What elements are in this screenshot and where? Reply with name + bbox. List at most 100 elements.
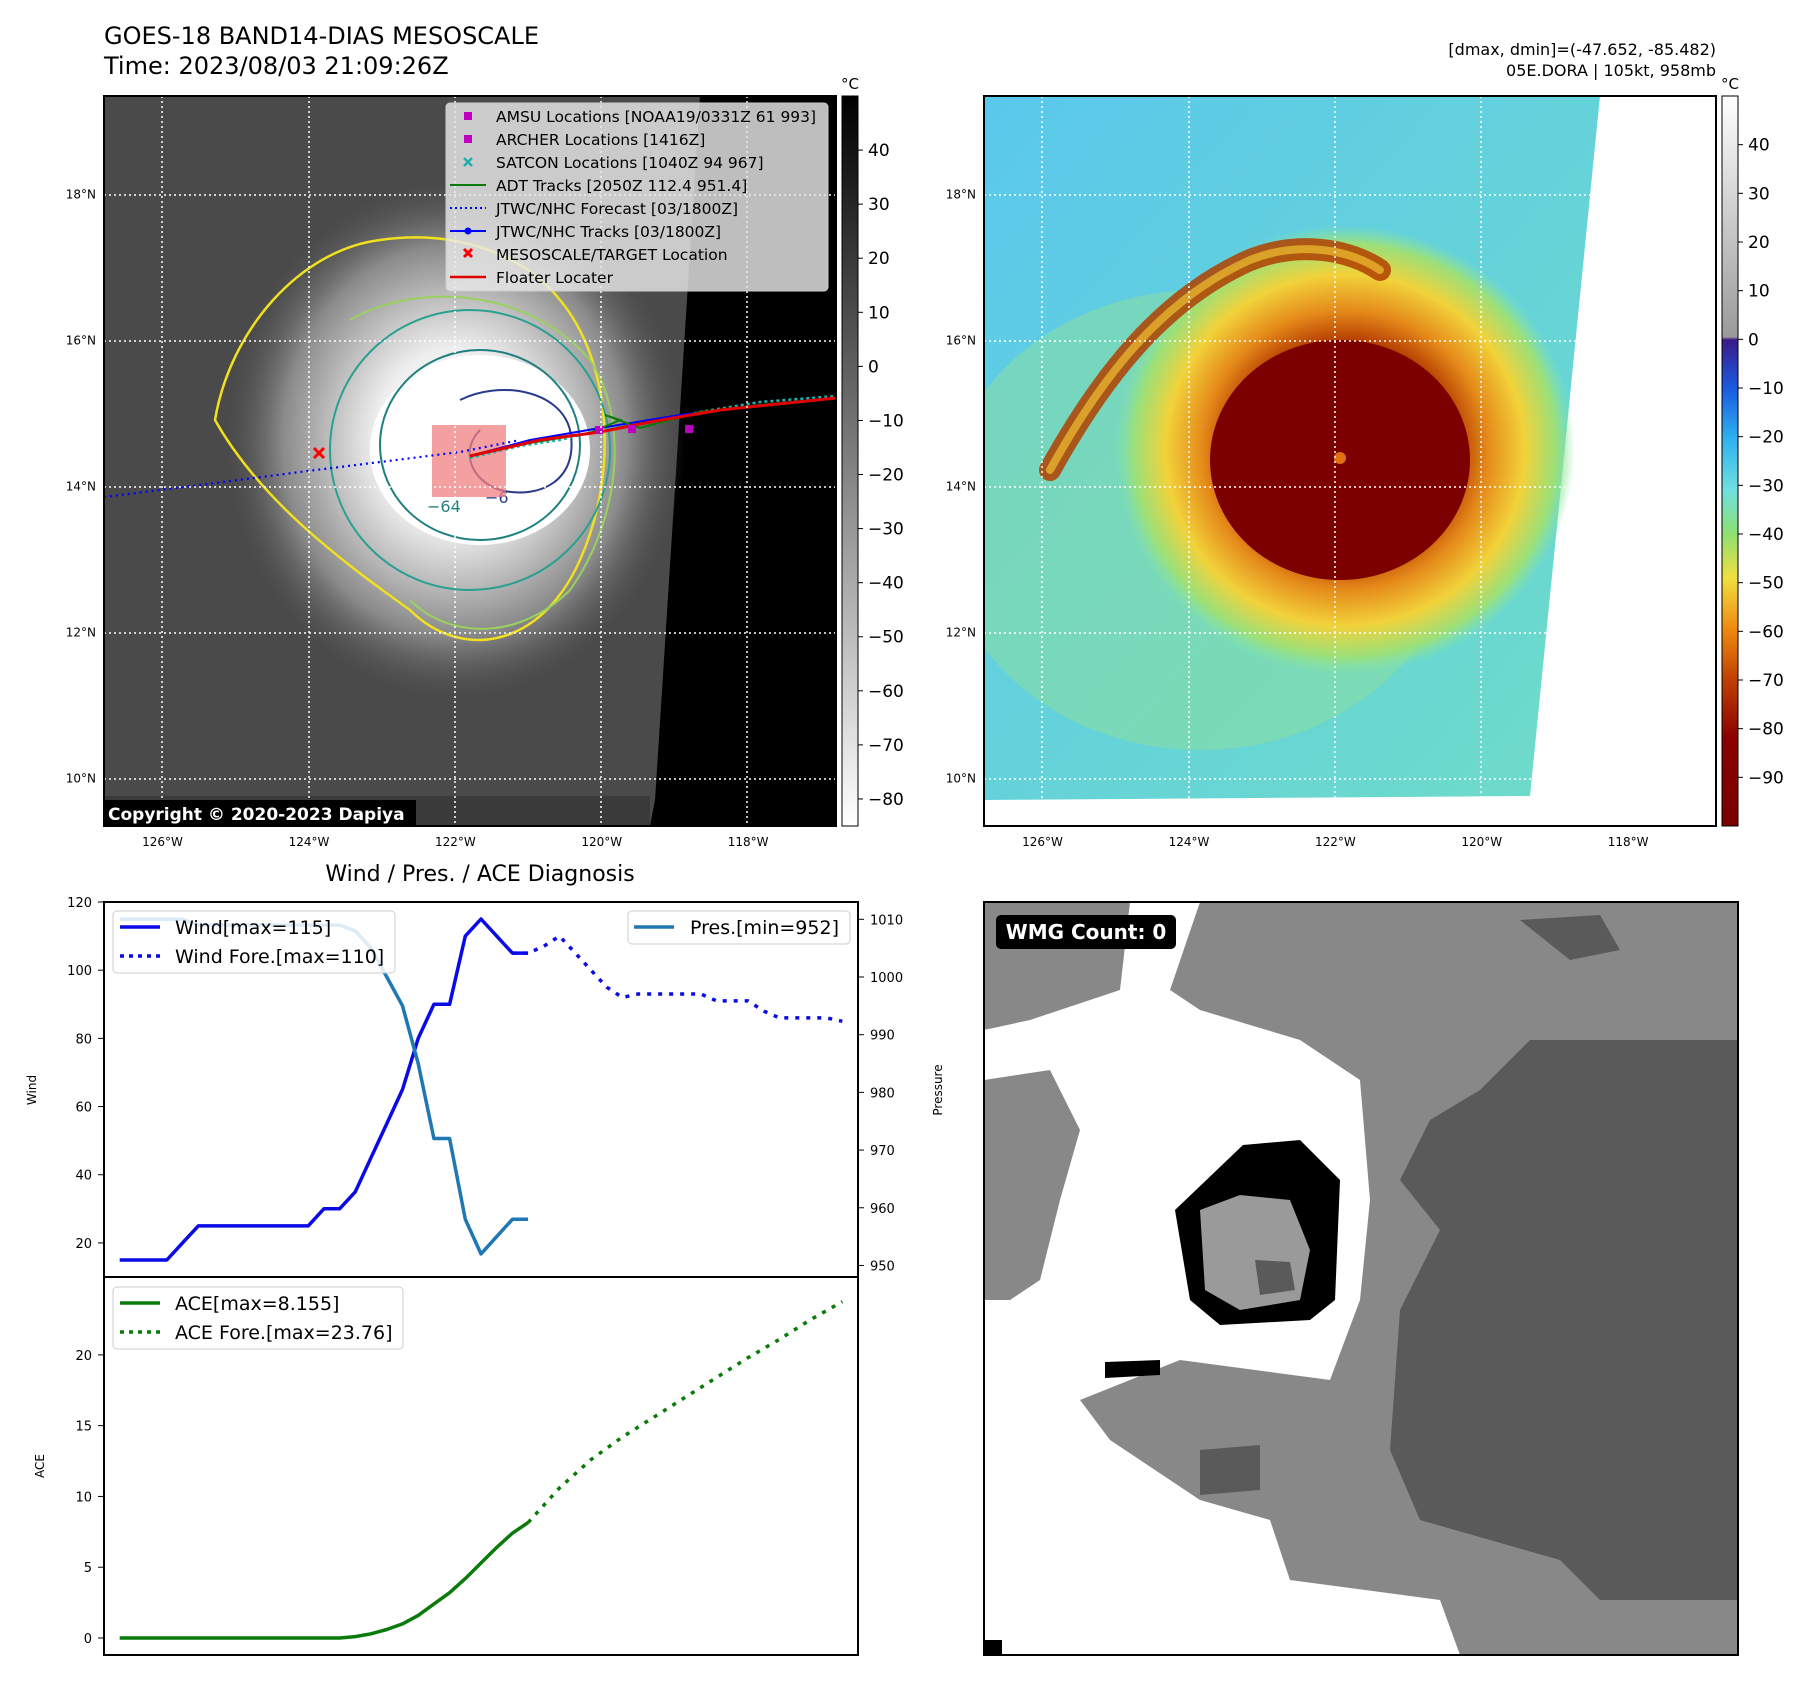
legend-item: Floater Locater bbox=[496, 269, 614, 287]
lat-tick-label: 10°N bbox=[66, 772, 96, 786]
ace-ytick-label: 10 bbox=[75, 1490, 92, 1505]
colorbar-tick-label: 30 bbox=[1748, 184, 1770, 204]
colorbar-tick-label: −50 bbox=[1748, 574, 1784, 594]
colorbar-tick-label: −20 bbox=[868, 466, 904, 486]
contour-label: −64 bbox=[427, 497, 461, 516]
ir-color-map bbox=[984, 96, 1716, 826]
copyright-text: Copyright © 2020-2023 Dapiya bbox=[108, 805, 405, 825]
gray-colorbar-ticks: 40 30 20 10 0 −10 −20 −30 −40 −50 −60 −70 −80 bbox=[858, 141, 904, 810]
legend-wind-fore: Wind Fore.[max=110] bbox=[175, 946, 384, 968]
archer-marker bbox=[685, 425, 693, 433]
legend-ace: ACE[max=8.155] bbox=[175, 1293, 339, 1315]
wind-forecast-line bbox=[512, 934, 843, 1024]
color-colorbar bbox=[1721, 95, 1739, 827]
figure-time: Time: 2023/08/03 21:09:26Z bbox=[103, 52, 449, 80]
colorbar-tick-label: −60 bbox=[1748, 622, 1784, 642]
pressure-ytick-label: 950 bbox=[870, 1259, 895, 1274]
ace-line bbox=[119, 1521, 530, 1640]
legend-pressure: Pres.[min=952] bbox=[690, 917, 839, 939]
lon-tick-label: 118°W bbox=[728, 835, 769, 849]
colorbar-tick-label: −10 bbox=[1748, 379, 1784, 399]
gridlines-right bbox=[984, 96, 1716, 826]
dmax-dmin-label: [dmax, dmin]=(-47.652, -85.482) bbox=[1448, 40, 1716, 59]
wmg-panel bbox=[984, 902, 1738, 1655]
ace-ytick-label: 5 bbox=[84, 1561, 92, 1576]
colorbar-tick-label: −30 bbox=[868, 520, 904, 540]
ace-ytick-label: 20 bbox=[75, 1349, 92, 1364]
wind-ytick-label: 40 bbox=[75, 1169, 92, 1184]
wind-ytick-label: 120 bbox=[67, 896, 92, 911]
legend-item: JTWC/NHC Tracks [03/1800Z] bbox=[495, 223, 721, 241]
diagnosis-title: Wind / Pres. / ACE Diagnosis bbox=[325, 862, 634, 887]
target-x-marker bbox=[312, 446, 326, 460]
ace-ytick-label: 0 bbox=[84, 1632, 92, 1647]
colorbar-tick-label: −80 bbox=[1748, 720, 1784, 740]
pressure-ytick-label: 960 bbox=[870, 1202, 895, 1217]
colorbar-tick-label: 0 bbox=[868, 357, 879, 377]
wind-ytick-label: 100 bbox=[67, 964, 92, 979]
legend-target-x-icon bbox=[462, 247, 474, 259]
lat-tick-label: 12°N bbox=[66, 626, 96, 640]
colorbar-tick-label: −20 bbox=[1748, 428, 1784, 448]
legend-archer-square-icon bbox=[464, 135, 472, 143]
legend-item: ARCHER Locations [1416Z] bbox=[496, 131, 705, 149]
colorbar-tick-label: 40 bbox=[1748, 136, 1770, 156]
lat-tick-label: 16°N bbox=[66, 334, 96, 348]
wind-axis-label: Wind bbox=[25, 1075, 39, 1105]
lon-tick-label: 120°W bbox=[1461, 835, 1502, 849]
colorbar-tick-label: 10 bbox=[868, 303, 890, 323]
map-legend: AMSU Locations [NOAA19/0331Z 61 993] ARC… bbox=[445, 102, 829, 292]
pressure-ytick-label: 1010 bbox=[870, 913, 903, 928]
lon-tick-label: 124°W bbox=[1169, 835, 1210, 849]
pressure-ytick-label: 990 bbox=[870, 1029, 895, 1044]
gray-colorbar bbox=[841, 95, 859, 827]
colorbar-tick-label: −80 bbox=[868, 790, 904, 810]
lat-tick-label: 14°N bbox=[66, 480, 96, 494]
legend-item: SATCON Locations [1040Z 94 967] bbox=[496, 154, 764, 172]
legend-wind: Wind[max=115] bbox=[175, 917, 331, 939]
gray-colorbar-unit: °C bbox=[841, 75, 859, 93]
legend-item: AMSU Locations [NOAA19/0331Z 61 993] bbox=[496, 108, 816, 126]
legend-amsu-square-icon bbox=[464, 112, 472, 120]
right-map-ticks: 126°W 124°W 122°W 120°W 118°W 18°N 16°N 14°N 12°… bbox=[946, 188, 1649, 849]
colorbar-tick-label: −30 bbox=[1748, 476, 1784, 496]
wind-pressure-series: 20 40 60 80 100 120 950 960 970 980 990 1000 1010 bbox=[67, 896, 903, 1274]
wind-line bbox=[119, 917, 529, 1262]
pressure-ytick-label: 970 bbox=[870, 1144, 895, 1159]
wind-legend: Wind[max=115] Wind Fore.[max=110] bbox=[112, 910, 396, 974]
pressure-ytick-label: 1000 bbox=[870, 971, 903, 986]
ace-legend: ACE[max=8.155] ACE Fore.[max=23.76] bbox=[112, 1286, 404, 1350]
colorbar-tick-label: −90 bbox=[1748, 768, 1784, 788]
colorbar-tick-label: −50 bbox=[868, 628, 904, 648]
lon-tick-label: 120°W bbox=[581, 835, 622, 849]
ace-ytick-label: 15 bbox=[75, 1420, 92, 1435]
lon-tick-label: 122°W bbox=[435, 835, 476, 849]
legend-item: ADT Tracks [2050Z 112.4 951.4] bbox=[496, 177, 747, 195]
archer-marker bbox=[628, 425, 636, 433]
legend-item: MESOSCALE/TARGET Location bbox=[496, 246, 728, 264]
figure-title: GOES-18 BAND14-DIAS MESOSCALE bbox=[104, 22, 539, 50]
left-map-frame bbox=[103, 95, 837, 827]
color-colorbar-ticks: 40 30 20 10 0 −10 −20 −30 −40 −50 −60 −70 −80 −90 bbox=[1738, 136, 1784, 788]
lon-tick-label: 126°W bbox=[142, 835, 183, 849]
lon-tick-label: 122°W bbox=[1315, 835, 1356, 849]
colorbar-tick-label: 10 bbox=[1748, 282, 1770, 302]
colorbar-tick-label: 20 bbox=[868, 249, 890, 269]
colorbar-tick-label: −40 bbox=[1748, 525, 1784, 545]
eye-marker bbox=[1334, 452, 1346, 464]
ace-axis-label: ACE bbox=[33, 1454, 47, 1478]
legend-satcon-x-icon bbox=[463, 157, 473, 167]
colorbar-tick-label: −10 bbox=[868, 411, 904, 431]
lon-tick-label: 118°W bbox=[1608, 835, 1649, 849]
storm-info-label: 05E.DORA | 105kt, 958mb bbox=[1506, 61, 1716, 80]
colorbar-tick-label: 40 bbox=[868, 141, 890, 161]
wmg-frame bbox=[983, 901, 1739, 1656]
right-map-frame bbox=[983, 95, 1717, 827]
pressure-ytick-label: 980 bbox=[870, 1086, 895, 1101]
legend-item: JTWC/NHC Forecast [03/1800Z] bbox=[495, 200, 738, 218]
colorbar-tick-label: −60 bbox=[868, 682, 904, 702]
wind-ytick-label: 20 bbox=[75, 1237, 92, 1252]
lat-tick-label: 12°N bbox=[946, 626, 976, 640]
lat-tick-label: 18°N bbox=[946, 188, 976, 202]
lat-tick-label: 16°N bbox=[946, 334, 976, 348]
